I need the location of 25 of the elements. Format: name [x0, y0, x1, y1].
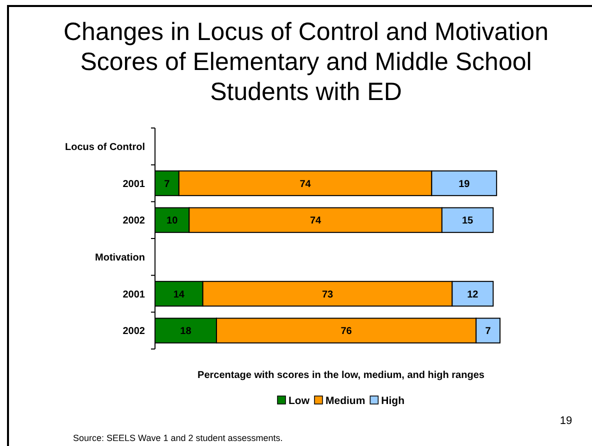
y-tick-label: 2001 — [122, 178, 146, 190]
legend-label: High — [381, 395, 404, 407]
text: 19 — [560, 415, 572, 427]
source-note: Source: SEELS Wave 1 and 2 student assessments. — [73, 433, 283, 443]
data-label: 18 — [180, 326, 192, 338]
x-axis-title: Percentage with scores in the low, medium, and high ranges — [198, 370, 485, 381]
legend-label: Medium — [326, 395, 366, 407]
data-label: 15 — [462, 216, 474, 227]
data-label: 74 — [300, 178, 312, 190]
data-label: 7 — [485, 326, 492, 338]
data-label: 74 — [310, 216, 322, 227]
y-tick-label: 2002 — [122, 326, 146, 338]
data-label: 73 — [322, 289, 334, 300]
data-label: 12 — [467, 289, 479, 300]
data-label: 76 — [340, 326, 352, 338]
data-label: 7 — [164, 178, 170, 190]
y-tick-label: Locus of Control — [65, 142, 146, 153]
data-label: 14 — [173, 289, 185, 300]
data-label: 10 — [166, 216, 178, 227]
y-tick-label: 2002 — [122, 216, 146, 227]
data-label: 19 — [458, 178, 470, 190]
chart-title: Changes in Locus of Control and Motivation Scores of Elementary and Middle School Students with ED — [63, 18, 549, 106]
y-tick-label: Motivation — [95, 252, 145, 264]
y-tick-label: 2001 — [122, 289, 146, 300]
legend-label: Low — [288, 395, 310, 407]
